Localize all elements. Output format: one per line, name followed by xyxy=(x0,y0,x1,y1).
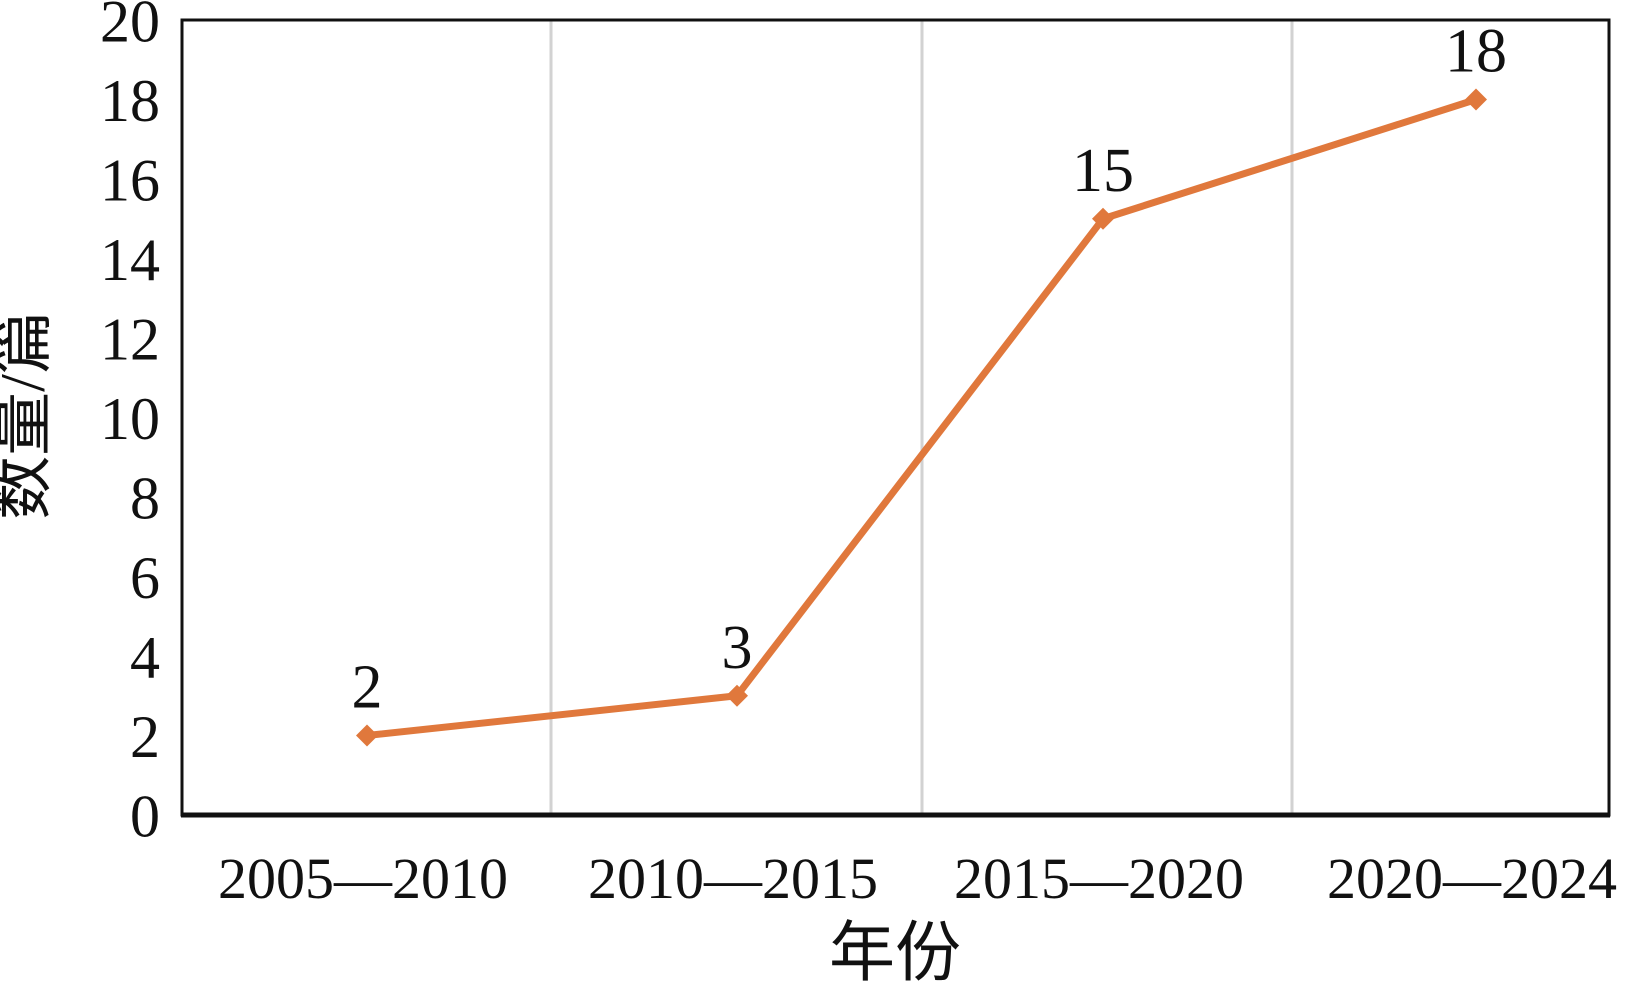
data-labels: 2 3 15 18 xyxy=(352,18,1508,722)
y-tick-label: 18 xyxy=(100,68,160,134)
y-tick-label: 0 xyxy=(130,784,160,850)
y-tick-label: 8 xyxy=(130,466,160,532)
y-axis-title: 数量/篇 xyxy=(0,310,58,520)
data-label: 15 xyxy=(1072,137,1134,205)
data-point-markers xyxy=(356,88,1487,747)
x-axis-title: 年份 xyxy=(829,917,961,990)
y-tick-label: 10 xyxy=(100,386,160,452)
x-tick-label: 2005—2010 xyxy=(218,846,508,911)
y-tick-label: 6 xyxy=(130,545,160,611)
x-axis-tick-labels: 2005—2010 2010—2015 2015—2020 2020—2024 xyxy=(218,846,1617,911)
series-line xyxy=(363,96,1480,739)
x-tick-label: 2020—2024 xyxy=(1327,846,1617,911)
plot-frame xyxy=(180,18,1611,818)
y-tick-label: 12 xyxy=(100,307,160,373)
data-point-marker xyxy=(726,684,748,707)
x-tick-label: 2010—2015 xyxy=(588,846,878,911)
data-label: 3 xyxy=(722,614,753,682)
data-label: 2 xyxy=(352,654,383,722)
y-axis-tick-labels: 0 2 4 6 8 10 12 14 16 18 20 xyxy=(100,0,160,850)
y-tick-label: 20 xyxy=(100,0,160,55)
y-tick-label: 2 xyxy=(130,704,160,770)
vertical-gridlines xyxy=(549,20,1294,815)
y-tick-label: 14 xyxy=(100,227,160,293)
data-point-marker xyxy=(356,724,378,747)
data-point-marker xyxy=(1092,207,1114,230)
x-tick-label: 2015—2020 xyxy=(954,846,1244,911)
data-label: 18 xyxy=(1445,18,1507,86)
y-tick-label: 16 xyxy=(100,148,160,214)
y-tick-label: 4 xyxy=(130,625,160,691)
data-point-marker xyxy=(1465,88,1487,111)
series-polyline xyxy=(363,96,1480,739)
plot-border xyxy=(180,18,1611,817)
